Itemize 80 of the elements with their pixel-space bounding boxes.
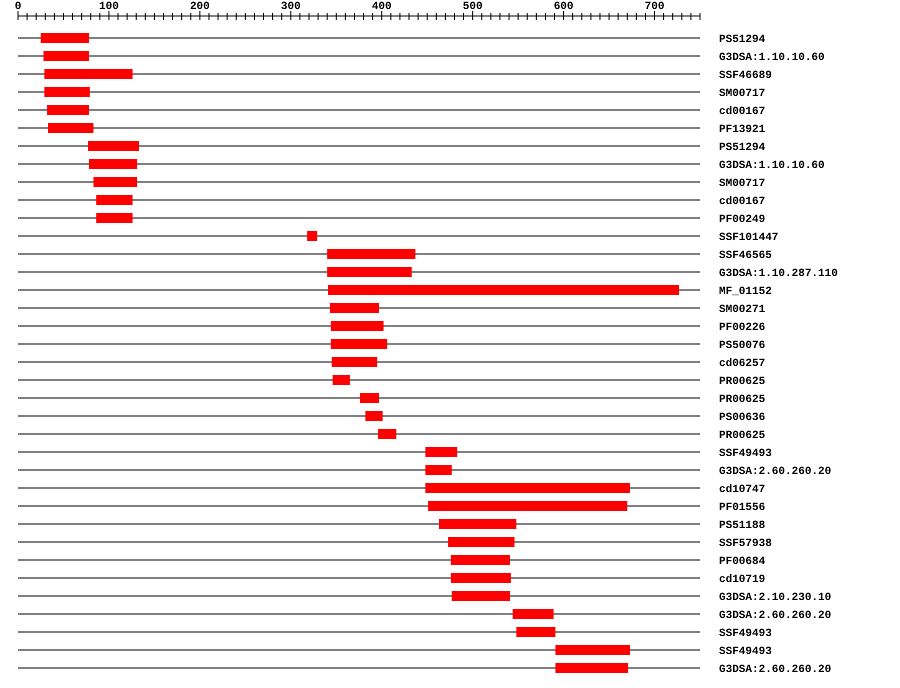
bar: [330, 339, 388, 349]
bar: [330, 321, 384, 331]
bar: [40, 33, 89, 43]
bar: [439, 519, 516, 529]
y-tick-label: PS51188: [719, 520, 766, 532]
bar: [327, 249, 416, 259]
bar: [332, 357, 378, 367]
y-tick-label: MF_01152: [719, 286, 772, 298]
bar: [378, 429, 396, 439]
bar: [425, 483, 630, 493]
bar: [88, 141, 139, 151]
y-tick-label: cd00167: [719, 196, 766, 208]
y-tick-label: PF00684: [719, 556, 766, 568]
y-tick-label: G3DSA:1.10.10.60: [719, 52, 825, 64]
bar: [450, 555, 510, 565]
bar: [365, 411, 383, 421]
bar: [48, 123, 94, 133]
y-tick-label: SSF49493: [719, 628, 772, 640]
y-tick-label: SSF46565: [719, 250, 772, 262]
bar: [516, 627, 556, 637]
y-tick-label: PS51294: [719, 34, 766, 46]
bar: [43, 51, 89, 61]
y-tick-label: PS51294: [719, 142, 766, 154]
bar: [448, 537, 514, 547]
y-tick-label: G3DSA:1.10.287.110: [719, 268, 838, 280]
bar: [96, 213, 133, 223]
y-tick-label: SSF49493: [719, 448, 772, 460]
y-tick-label: PR00625: [719, 376, 766, 388]
y-tick-label: PF00226: [719, 322, 766, 334]
y-tick-label: PF01556: [719, 502, 766, 514]
bar: [555, 645, 630, 655]
y-tick-label: SM00271: [719, 304, 766, 316]
y-tick-label: PS00636: [719, 412, 766, 424]
bar: [44, 69, 133, 79]
y-tick-label: PS50076: [719, 340, 766, 352]
bar: [452, 591, 510, 601]
x-tick-label: 100: [99, 1, 119, 13]
x-tick-label: 700: [644, 1, 664, 13]
bar: [332, 375, 350, 385]
y-tick-label: G3DSA:2.10.230.10: [719, 592, 832, 604]
bar: [96, 195, 133, 205]
bar: [330, 303, 380, 313]
x-tick-label: 0: [14, 1, 22, 13]
bar: [512, 609, 554, 619]
y-tick-label: G3DSA:2.60.260.20: [719, 466, 832, 478]
y-tick-label: PR00625: [719, 394, 766, 406]
y-tick-label: SM00717: [719, 178, 766, 190]
x-tick-label: 200: [190, 1, 210, 13]
y-tick-label: PR00625: [719, 430, 766, 442]
bar: [327, 267, 412, 277]
y-tick-label: SM00717: [719, 88, 766, 100]
bar: [307, 231, 318, 241]
y-tick-label: SSF49493: [719, 646, 772, 658]
y-tick-label: G3DSA:1.10.10.60: [719, 160, 825, 172]
bar: [555, 663, 628, 673]
y-tick-label: PF13921: [719, 124, 766, 136]
bar: [328, 285, 680, 295]
x-tick-label: 600: [554, 1, 574, 13]
y-tick-label: cd10719: [719, 574, 766, 586]
x-tick-label: 500: [462, 1, 483, 13]
bar: [360, 393, 380, 403]
y-tick-label: SSF57938: [719, 538, 772, 550]
bar: [428, 501, 628, 511]
y-tick-label: cd10747: [719, 484, 766, 496]
bar: [450, 573, 511, 583]
y-tick-label: cd06257: [719, 358, 766, 370]
y-tick-label: G3DSA:2.60.260.20: [719, 610, 832, 622]
x-tick-label: 300: [280, 1, 301, 13]
y-tick-label: SSF46689: [719, 70, 772, 82]
y-tick-label: cd00167: [719, 106, 766, 118]
y-tick-label: SSF101447: [719, 232, 778, 244]
bar: [44, 87, 90, 97]
bar: [93, 177, 138, 187]
y-tick-label: G3DSA:2.60.260.20: [719, 664, 832, 676]
y-tick-label: PF00249: [719, 214, 766, 226]
bar: [88, 159, 138, 169]
bar: [47, 105, 89, 115]
bar: [425, 465, 452, 475]
bar: [425, 447, 458, 457]
x-tick-label: 400: [372, 1, 392, 13]
